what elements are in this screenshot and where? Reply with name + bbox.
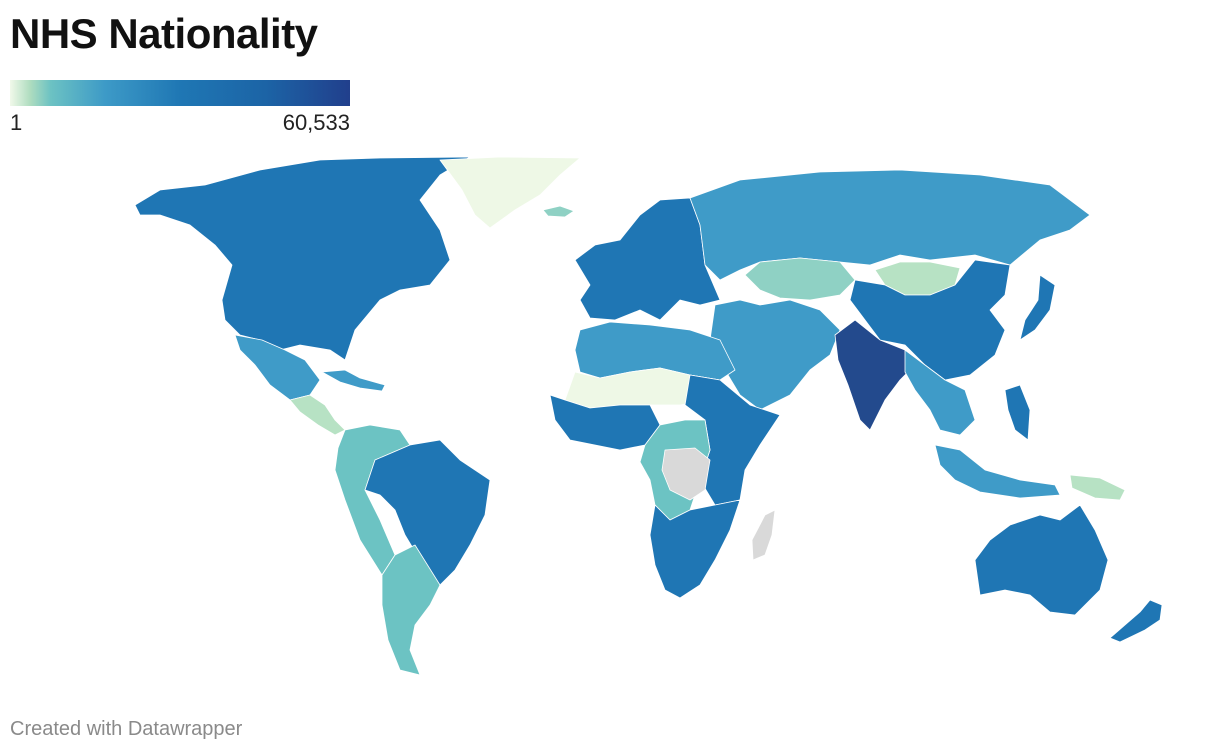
region-north-america: [134, 156, 471, 361]
region-indonesia: [934, 444, 1061, 499]
legend-color-scale: [10, 80, 350, 106]
region-greenland: [439, 156, 581, 229]
region-australia: [974, 504, 1109, 616]
region-iceland: [542, 205, 575, 218]
region-india: [834, 319, 916, 431]
region-philippines: [1004, 384, 1031, 441]
region-kazakhstan: [744, 257, 856, 301]
region-central-america: [289, 394, 346, 436]
region-brazil: [364, 439, 491, 586]
legend-max-label: 60,533: [282, 110, 350, 135]
region-japan: [1019, 274, 1056, 341]
region-madagascar: [751, 509, 776, 561]
world-choropleth-map: [134, 156, 1163, 676]
region-southern-cone: [381, 544, 441, 676]
region-southern-africa: [649, 499, 741, 599]
region-andean-south-america: [334, 424, 411, 576]
chart-title: NHS Nationality: [10, 10, 318, 57]
region-southeast-asia: [904, 349, 976, 436]
region-new-zealand: [1109, 599, 1163, 643]
region-russia: [689, 169, 1091, 281]
region-papua-new-guinea: [1069, 474, 1126, 501]
legend-min-label: 1: [10, 110, 23, 135]
region-europe: [574, 197, 721, 321]
region-caribbean: [321, 369, 386, 392]
credit-text: Created with Datawrapper: [10, 718, 243, 740]
region-dr-congo: [661, 447, 711, 501]
